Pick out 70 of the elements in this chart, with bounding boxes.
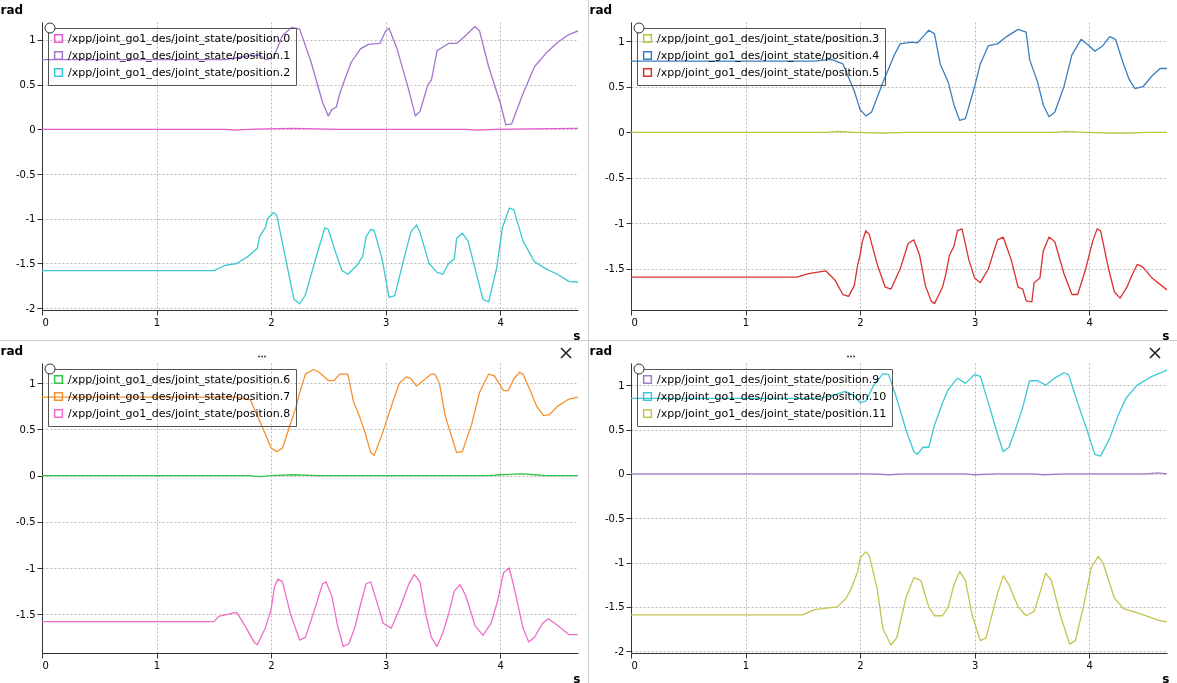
x-tick-label: 4 <box>497 659 504 671</box>
y-tick-label: 1 <box>29 34 36 46</box>
x-tick-label: 1 <box>153 316 161 328</box>
y-axis-title: rad <box>0 2 24 17</box>
x-tick-label: 3 <box>971 316 979 328</box>
y-tick-label: -1 <box>25 213 36 225</box>
y-axis-title: rad <box>0 343 24 358</box>
line-series <box>42 368 578 457</box>
y-tick-label: 0.5 <box>608 81 625 93</box>
x-tick-label: 1 <box>742 316 750 328</box>
y-tick-label: 0 <box>618 126 625 138</box>
x-tick-label: 0 <box>631 659 638 671</box>
y-tick-label: -1 <box>614 217 625 229</box>
y-tick-label: 0.5 <box>19 424 36 435</box>
legend-label: /xpp/joint_go1_des/joint_state/position.2 <box>68 65 291 79</box>
line-series <box>42 25 578 126</box>
y-tick-label: -1 <box>614 557 625 569</box>
x-tick-label: 3 <box>382 316 390 328</box>
x-tick-label: 1 <box>153 659 161 671</box>
legend-label: /xpp/joint_go1_des/joint_state/position.11 <box>657 406 887 420</box>
line-series <box>631 28 1167 122</box>
x-tick-label: 4 <box>1086 316 1093 328</box>
x-axis-title: s <box>1162 328 1170 343</box>
y-tick-label: 1 <box>29 377 36 389</box>
y-tick-label: -1.5 <box>604 263 625 275</box>
y-tick-label: -1.5 <box>604 601 625 613</box>
x-axis-title: s <box>573 328 581 343</box>
x-axis-title: s <box>1162 671 1170 683</box>
x-tick-label: 1 <box>742 659 750 671</box>
x-tick-label: 2 <box>857 659 864 671</box>
x-tick-label: 3 <box>971 659 979 671</box>
line-series <box>631 551 1167 646</box>
x-tick-label: 0 <box>631 316 638 328</box>
y-tick-label: 1 <box>618 379 625 391</box>
y-tick-label: 1 <box>618 35 625 47</box>
y-tick-label: -2 <box>614 645 625 657</box>
legend-label: /xpp/joint_go1_des/joint_state/position.0 <box>68 31 291 45</box>
line-series <box>42 207 578 305</box>
x-tick-label: 2 <box>268 659 275 671</box>
x-tick-label: 4 <box>497 316 504 328</box>
y-tick-label: 0 <box>29 470 36 482</box>
x-tick-label: 3 <box>382 659 390 671</box>
x-tick-label: 0 <box>42 659 49 671</box>
y-tick-label: 0.5 <box>19 79 36 91</box>
x-axis-title: s <box>573 671 581 683</box>
x-tick-label: 2 <box>857 316 864 328</box>
x-tick-label: 4 <box>1086 659 1093 671</box>
y-tick-label: -0.5 <box>15 168 36 180</box>
line-series <box>631 369 1167 457</box>
y-axis-title: rad <box>589 2 613 17</box>
y-tick-label: 0.5 <box>608 424 625 436</box>
y-tick-label: 0 <box>29 123 36 135</box>
legend-label: /xpp/joint_go1_des/joint_state/position.6 <box>68 372 291 386</box>
x-tick-label: 2 <box>268 316 275 328</box>
y-tick-label: -1.5 <box>15 608 36 620</box>
legend-label: /xpp/joint_go1_des/joint_state/position.4 <box>657 48 880 62</box>
legend-label: /xpp/joint_go1_des/joint_state/position.1 <box>68 48 291 62</box>
line-series <box>631 228 1167 305</box>
y-axis-title: rad <box>589 343 613 358</box>
y-tick-label: 0 <box>618 468 625 480</box>
y-tick-label: -2 <box>25 302 36 314</box>
y-tick-label: -0.5 <box>604 172 625 184</box>
y-tick-label: -1 <box>25 562 36 574</box>
line-series <box>42 567 578 648</box>
x-tick-label: 0 <box>42 316 49 328</box>
y-tick-label: -0.5 <box>15 516 36 528</box>
legend-label: /xpp/joint_go1_des/joint_state/position.9 <box>657 372 880 386</box>
legend-label: /xpp/joint_go1_des/joint_state/position.3 <box>657 31 880 45</box>
y-tick-label: -1.5 <box>15 257 36 269</box>
y-tick-label: -0.5 <box>604 512 625 524</box>
